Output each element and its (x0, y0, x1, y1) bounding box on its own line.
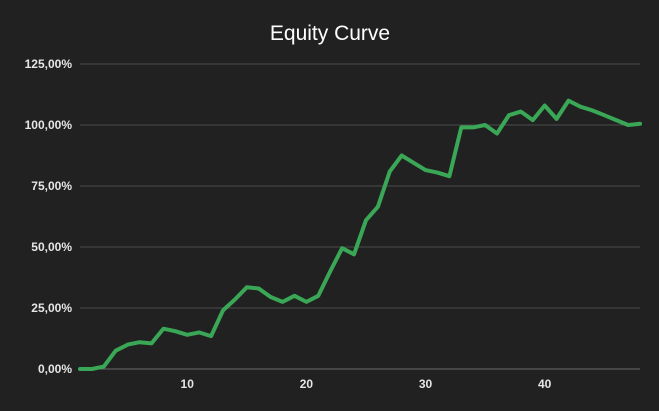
equity-series-line (78, 98, 642, 371)
x-tick-label: 20 (300, 377, 314, 391)
y-tick-label: 100,00% (25, 118, 73, 132)
y-tick-label: 0,00% (38, 362, 72, 376)
gridlines (80, 63, 640, 370)
x-tick-label: 40 (538, 377, 552, 391)
y-tick-label: 25,00% (31, 301, 72, 315)
y-tick-label: 125,00% (25, 57, 73, 71)
y-tick-label: 50,00% (31, 240, 72, 254)
chart-title: Equity Curve (270, 22, 390, 45)
series-layer (78, 98, 642, 371)
x-tick-label: 10 (181, 377, 195, 391)
x-axis-tick-labels: 10 20 30 40 (181, 377, 552, 391)
y-axis-tick-labels: 0,00% 25,00% 50,00% 75,00% 100,00% 125,00% (25, 57, 73, 376)
y-tick-label: 75,00% (31, 179, 72, 193)
x-tick-label: 30 (419, 377, 433, 391)
